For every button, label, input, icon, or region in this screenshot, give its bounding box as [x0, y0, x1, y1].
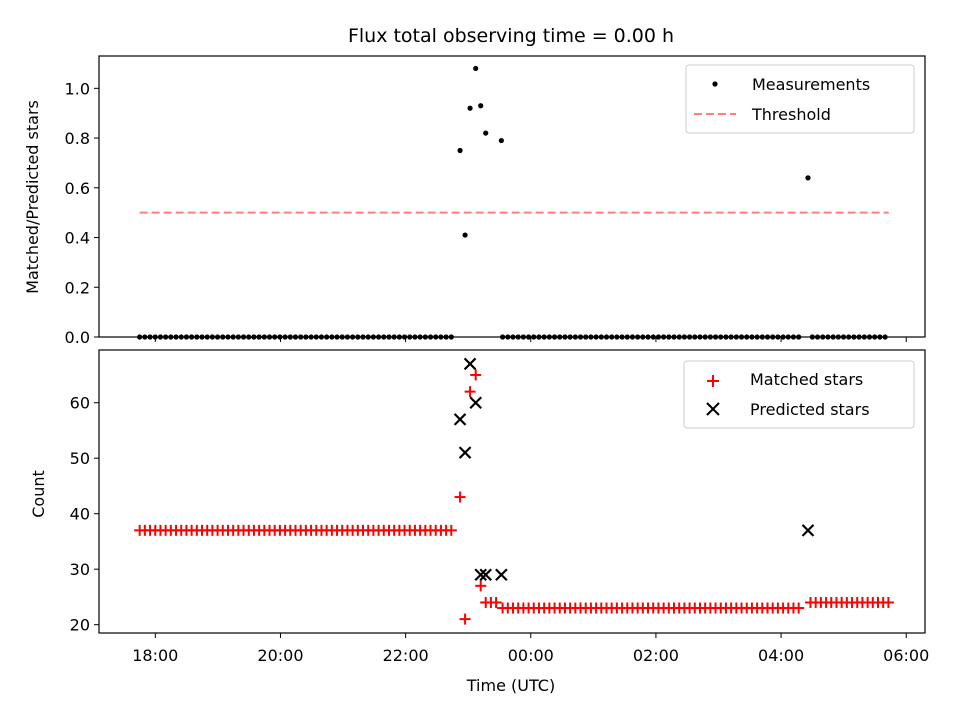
top-panel: Flux total observing time = 0.00 h Match… — [23, 25, 926, 347]
measurement-point — [483, 130, 489, 136]
measurement-point — [478, 103, 484, 109]
bottom-x-tick-label: 22:00 — [383, 646, 429, 665]
top-y-tick-label: 0.2 — [65, 278, 90, 297]
chart-title: Flux total observing time = 0.00 h — [348, 25, 674, 47]
matched-star-point — [445, 524, 457, 536]
legend-measurements-label: Measurements — [752, 75, 870, 94]
predicted-star-point — [479, 568, 492, 582]
bottom-legend: Matched stars Predicted stars — [683, 360, 915, 429]
matched-star-point — [882, 596, 894, 608]
legend-measurements-marker — [712, 81, 718, 87]
measurement-point — [805, 175, 811, 181]
bottom-legend-box — [683, 360, 915, 429]
bottom-y-tick-label: 20 — [70, 616, 90, 635]
legend-matched-marker — [707, 375, 719, 387]
matched-star-point — [454, 491, 466, 503]
legend-threshold-label: Threshold — [751, 105, 831, 124]
top-y-tick-label: 0.8 — [65, 129, 90, 148]
bottom-x-tick-label: 04:00 — [758, 646, 804, 665]
matched-star-point — [459, 613, 471, 625]
predicted-stars-series — [453, 357, 815, 582]
bottom-y-tick-label: 30 — [70, 560, 90, 579]
matched-star-point — [464, 386, 476, 398]
bottom-plot-frame — [98, 349, 926, 634]
top-y-tick-label: 0.4 — [65, 229, 90, 248]
bottom-y-ticks: 20 30 40 50 60 — [70, 394, 99, 635]
legend-predicted-marker — [706, 402, 720, 416]
top-y-tick-label: 1.0 — [65, 79, 90, 98]
bottom-x-ticks: 18:00 20:00 22:00 00:00 02:00 04:00 06:00 — [132, 633, 929, 665]
bottom-y-tick-label: 50 — [70, 449, 90, 468]
predicted-star-point — [463, 357, 477, 371]
matched-star-point — [470, 369, 482, 381]
predicted-star-point — [474, 568, 487, 582]
legend-matched-label: Matched stars — [750, 370, 863, 389]
legend-predicted-label: Predicted stars — [750, 400, 870, 419]
matched-star-point — [475, 580, 487, 592]
measurement-point — [498, 137, 504, 144]
measurement-point — [467, 105, 473, 111]
top-legend-box — [685, 64, 915, 134]
bottom-x-tick-label: 18:00 — [132, 646, 178, 665]
measurement-point — [457, 147, 463, 154]
matched-stars-series — [134, 369, 894, 625]
matched-star-point — [490, 596, 502, 608]
bottom-x-tick-label: 00:00 — [508, 646, 554, 665]
bottom-x-axis-label: Time (UTC) — [466, 676, 555, 695]
matched-star-point — [793, 602, 805, 614]
top-y-axis-label: Matched/Predicted stars — [23, 100, 42, 294]
top-y-tick-label: 0.6 — [65, 179, 90, 198]
bottom-y-tick-label: 60 — [70, 394, 90, 413]
top-y-ticks: 0.0 0.2 0.4 0.6 0.8 1.0 — [65, 79, 99, 347]
top-y-tick-label: 0.0 — [65, 328, 90, 347]
predicted-star-point — [458, 446, 472, 459]
top-plot-frame — [98, 55, 926, 338]
measurement-point — [462, 232, 468, 238]
bottom-x-tick-label: 20:00 — [257, 646, 303, 665]
measurement-point — [473, 65, 479, 72]
bottom-x-tick-label: 06:00 — [883, 646, 929, 665]
bottom-y-axis-label: Count — [29, 470, 48, 518]
bottom-x-tick-label: 02:00 — [633, 646, 679, 665]
bottom-panel: Count Time (UTC) 20 30 40 50 60 18:00 20:00 22… — [29, 349, 929, 695]
predicted-star-point — [801, 524, 815, 537]
top-legend: Measurements Threshold — [685, 64, 915, 134]
predicted-star-point — [469, 396, 482, 409]
bottom-y-tick-label: 40 — [70, 505, 90, 524]
predicted-star-point — [495, 568, 508, 582]
predicted-star-point — [453, 413, 467, 426]
